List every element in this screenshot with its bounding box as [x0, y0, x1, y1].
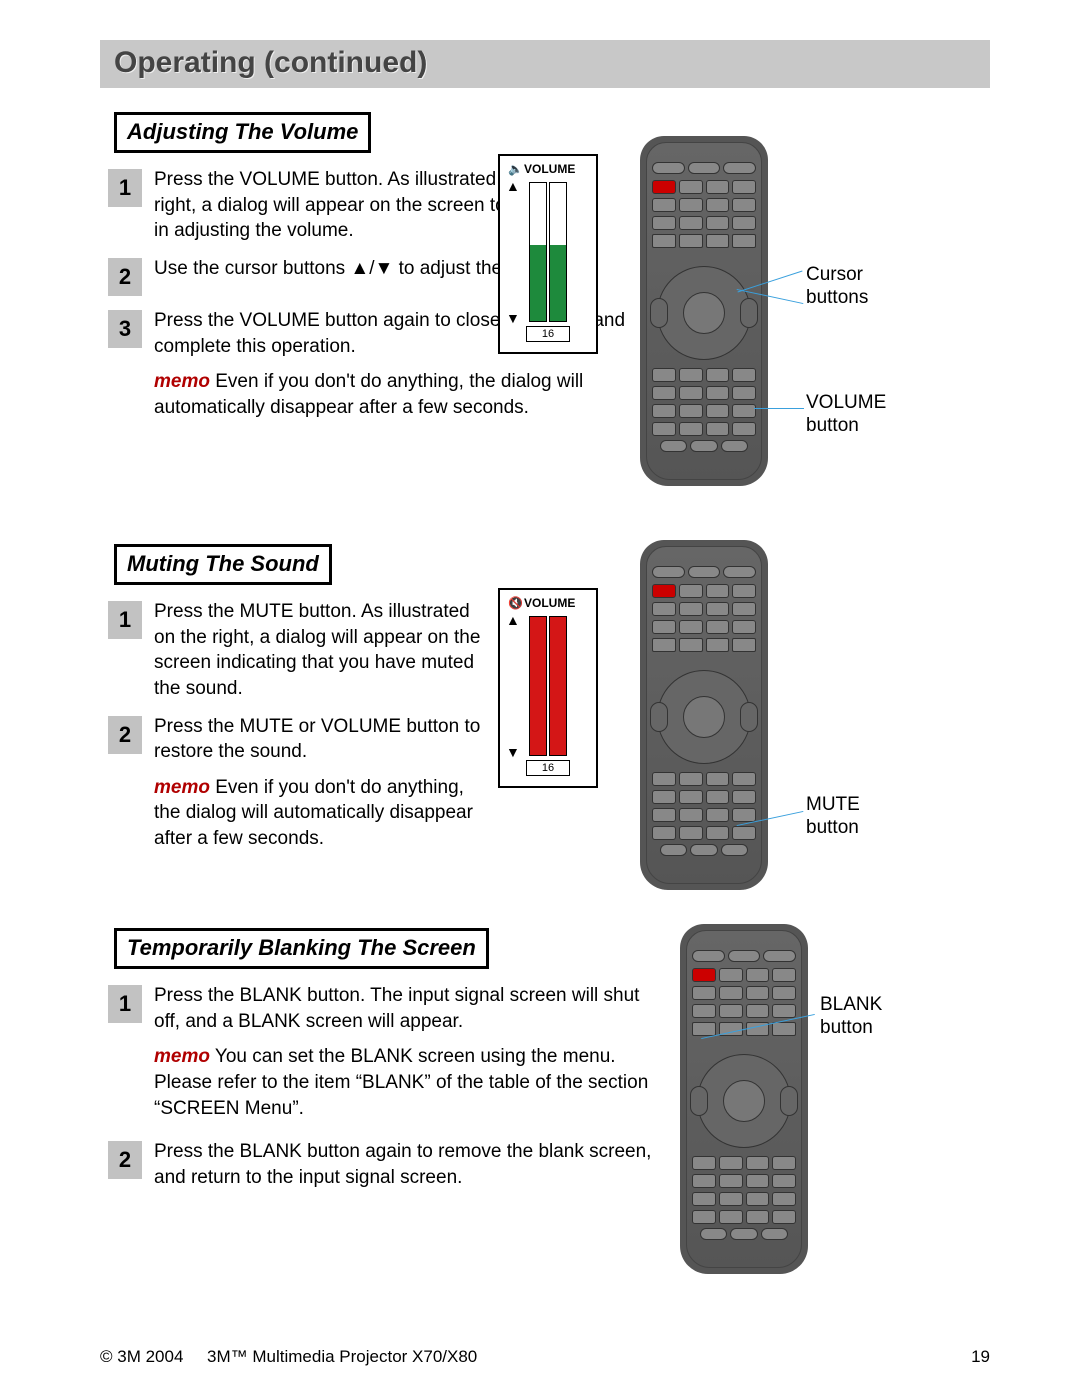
blank-memo: memo You can set the BLANK screen using …: [154, 1044, 670, 1121]
section-title-mute: Muting The Sound: [114, 544, 332, 585]
volume-memo: memo Even if you don't do anything, the …: [154, 369, 628, 420]
page-footer: © 3M 2004 3M™ Multimedia Projector X70/X…: [100, 1347, 990, 1367]
speaker-icon: 🔈: [508, 162, 523, 176]
section-title-blank: Temporarily Blanking The Screen: [114, 928, 489, 969]
next-button-icon: [740, 298, 758, 328]
step-text: Press the BLANK button again to remove t…: [154, 1139, 670, 1190]
mute-bar-right: [549, 616, 567, 756]
volume-fill: [530, 245, 546, 321]
memo-text: Even if you don't do anything, the dialo…: [154, 371, 583, 418]
step-text: Press the BLANK button. The input signal…: [154, 983, 670, 1121]
step-text: Press the MUTE button. As illustrated on…: [154, 599, 490, 702]
previous-button-icon: [690, 1086, 708, 1116]
mute-memo: memo Even if you don't do anything, the …: [154, 775, 490, 852]
mute-value: 16: [526, 760, 570, 776]
footer-left: © 3M 2004 3M™ Multimedia Projector X70/X…: [100, 1347, 477, 1367]
blank-steps: 1 Press the BLANK button. The input sign…: [100, 983, 670, 1190]
next-button-icon: [740, 702, 758, 732]
blank-step1-text: Press the BLANK button. The input signal…: [154, 985, 639, 1032]
callout-line: [754, 408, 804, 409]
page-number: 19: [971, 1347, 990, 1367]
down-arrow-icon: ▼: [506, 744, 520, 760]
section-mute: Muting The Sound 1 Press the MUTE button…: [100, 538, 990, 898]
product-name: 3M™ Multimedia Projector X70/X80: [207, 1347, 477, 1366]
volume-bar-left: [529, 182, 547, 322]
mute-fill: [530, 617, 546, 755]
remote-illustration: [640, 540, 768, 890]
mute-bars: [524, 616, 572, 756]
up-arrow-icon: ▲: [506, 612, 520, 628]
previous-button-icon: [650, 702, 668, 732]
step-number: 1: [108, 985, 142, 1023]
step-number: 1: [108, 601, 142, 639]
step-number: 3: [108, 310, 142, 348]
mute-icon: 🔇: [508, 596, 523, 610]
callout-blank: BLANK button: [820, 994, 900, 1040]
volume-fill: [550, 245, 566, 321]
volume-bar-right: [549, 182, 567, 322]
callout-mute: MUTE button: [806, 794, 886, 840]
copyright: © 3M 2004: [100, 1347, 183, 1366]
remote-illustration: [680, 924, 808, 1274]
memo-text: You can set the BLANK screen using the m…: [154, 1046, 648, 1118]
step-number: 2: [108, 716, 142, 754]
step-number: 2: [108, 258, 142, 296]
down-arrow-icon: ▼: [506, 310, 520, 326]
memo-label: memo: [154, 777, 210, 798]
volume-bars: [524, 182, 572, 322]
volume-dialog: 🔈 VOLUME ▲ ▼ 16: [498, 154, 598, 354]
cursor-pad: [657, 670, 751, 764]
callout-volume: VOLUME button: [806, 392, 896, 438]
memo-label: memo: [154, 371, 210, 392]
mute-steps: 1 Press the MUTE button. As illustrated …: [100, 599, 490, 852]
mute-bar-left: [529, 616, 547, 756]
step-text: Press the MUTE or VOLUME button to resto…: [154, 714, 490, 852]
mute-step-1: 1 Press the MUTE button. As illustrated …: [108, 599, 490, 702]
up-arrow-icon: ▲: [506, 178, 520, 194]
cursor-pad: [697, 1054, 791, 1148]
previous-button-icon: [650, 298, 668, 328]
section-blank: Temporarily Blanking The Screen 1 Press …: [100, 922, 990, 1292]
page-header: Operating (continued): [100, 40, 990, 88]
step-number: 1: [108, 169, 142, 207]
step2-text: Press the MUTE or VOLUME button to resto…: [154, 716, 480, 763]
dialog-title: VOLUME: [524, 596, 575, 610]
callout-cursor: Cursor buttons: [806, 264, 886, 310]
dialog-title: VOLUME: [524, 162, 575, 176]
blank-step-2: 2 Press the BLANK button again to remove…: [108, 1139, 670, 1190]
section-title-volume: Adjusting The Volume: [114, 112, 371, 153]
blank-step-1: 1 Press the BLANK button. The input sign…: [108, 983, 670, 1121]
mute-step-2: 2 Press the MUTE or VOLUME button to res…: [108, 714, 490, 852]
volume-value: 16: [526, 326, 570, 342]
mute-fill: [550, 617, 566, 755]
next-button-icon: [780, 1086, 798, 1116]
page-title: Operating (continued): [114, 46, 976, 80]
remote-illustration: [640, 136, 768, 486]
memo-label: memo: [154, 1046, 210, 1067]
mute-dialog: 🔇 VOLUME ▲ ▼ 16: [498, 588, 598, 788]
step-number: 2: [108, 1141, 142, 1179]
cursor-pad: [657, 266, 751, 360]
section-volume: Adjusting The Volume 1 Press the VOLUME …: [100, 106, 990, 514]
